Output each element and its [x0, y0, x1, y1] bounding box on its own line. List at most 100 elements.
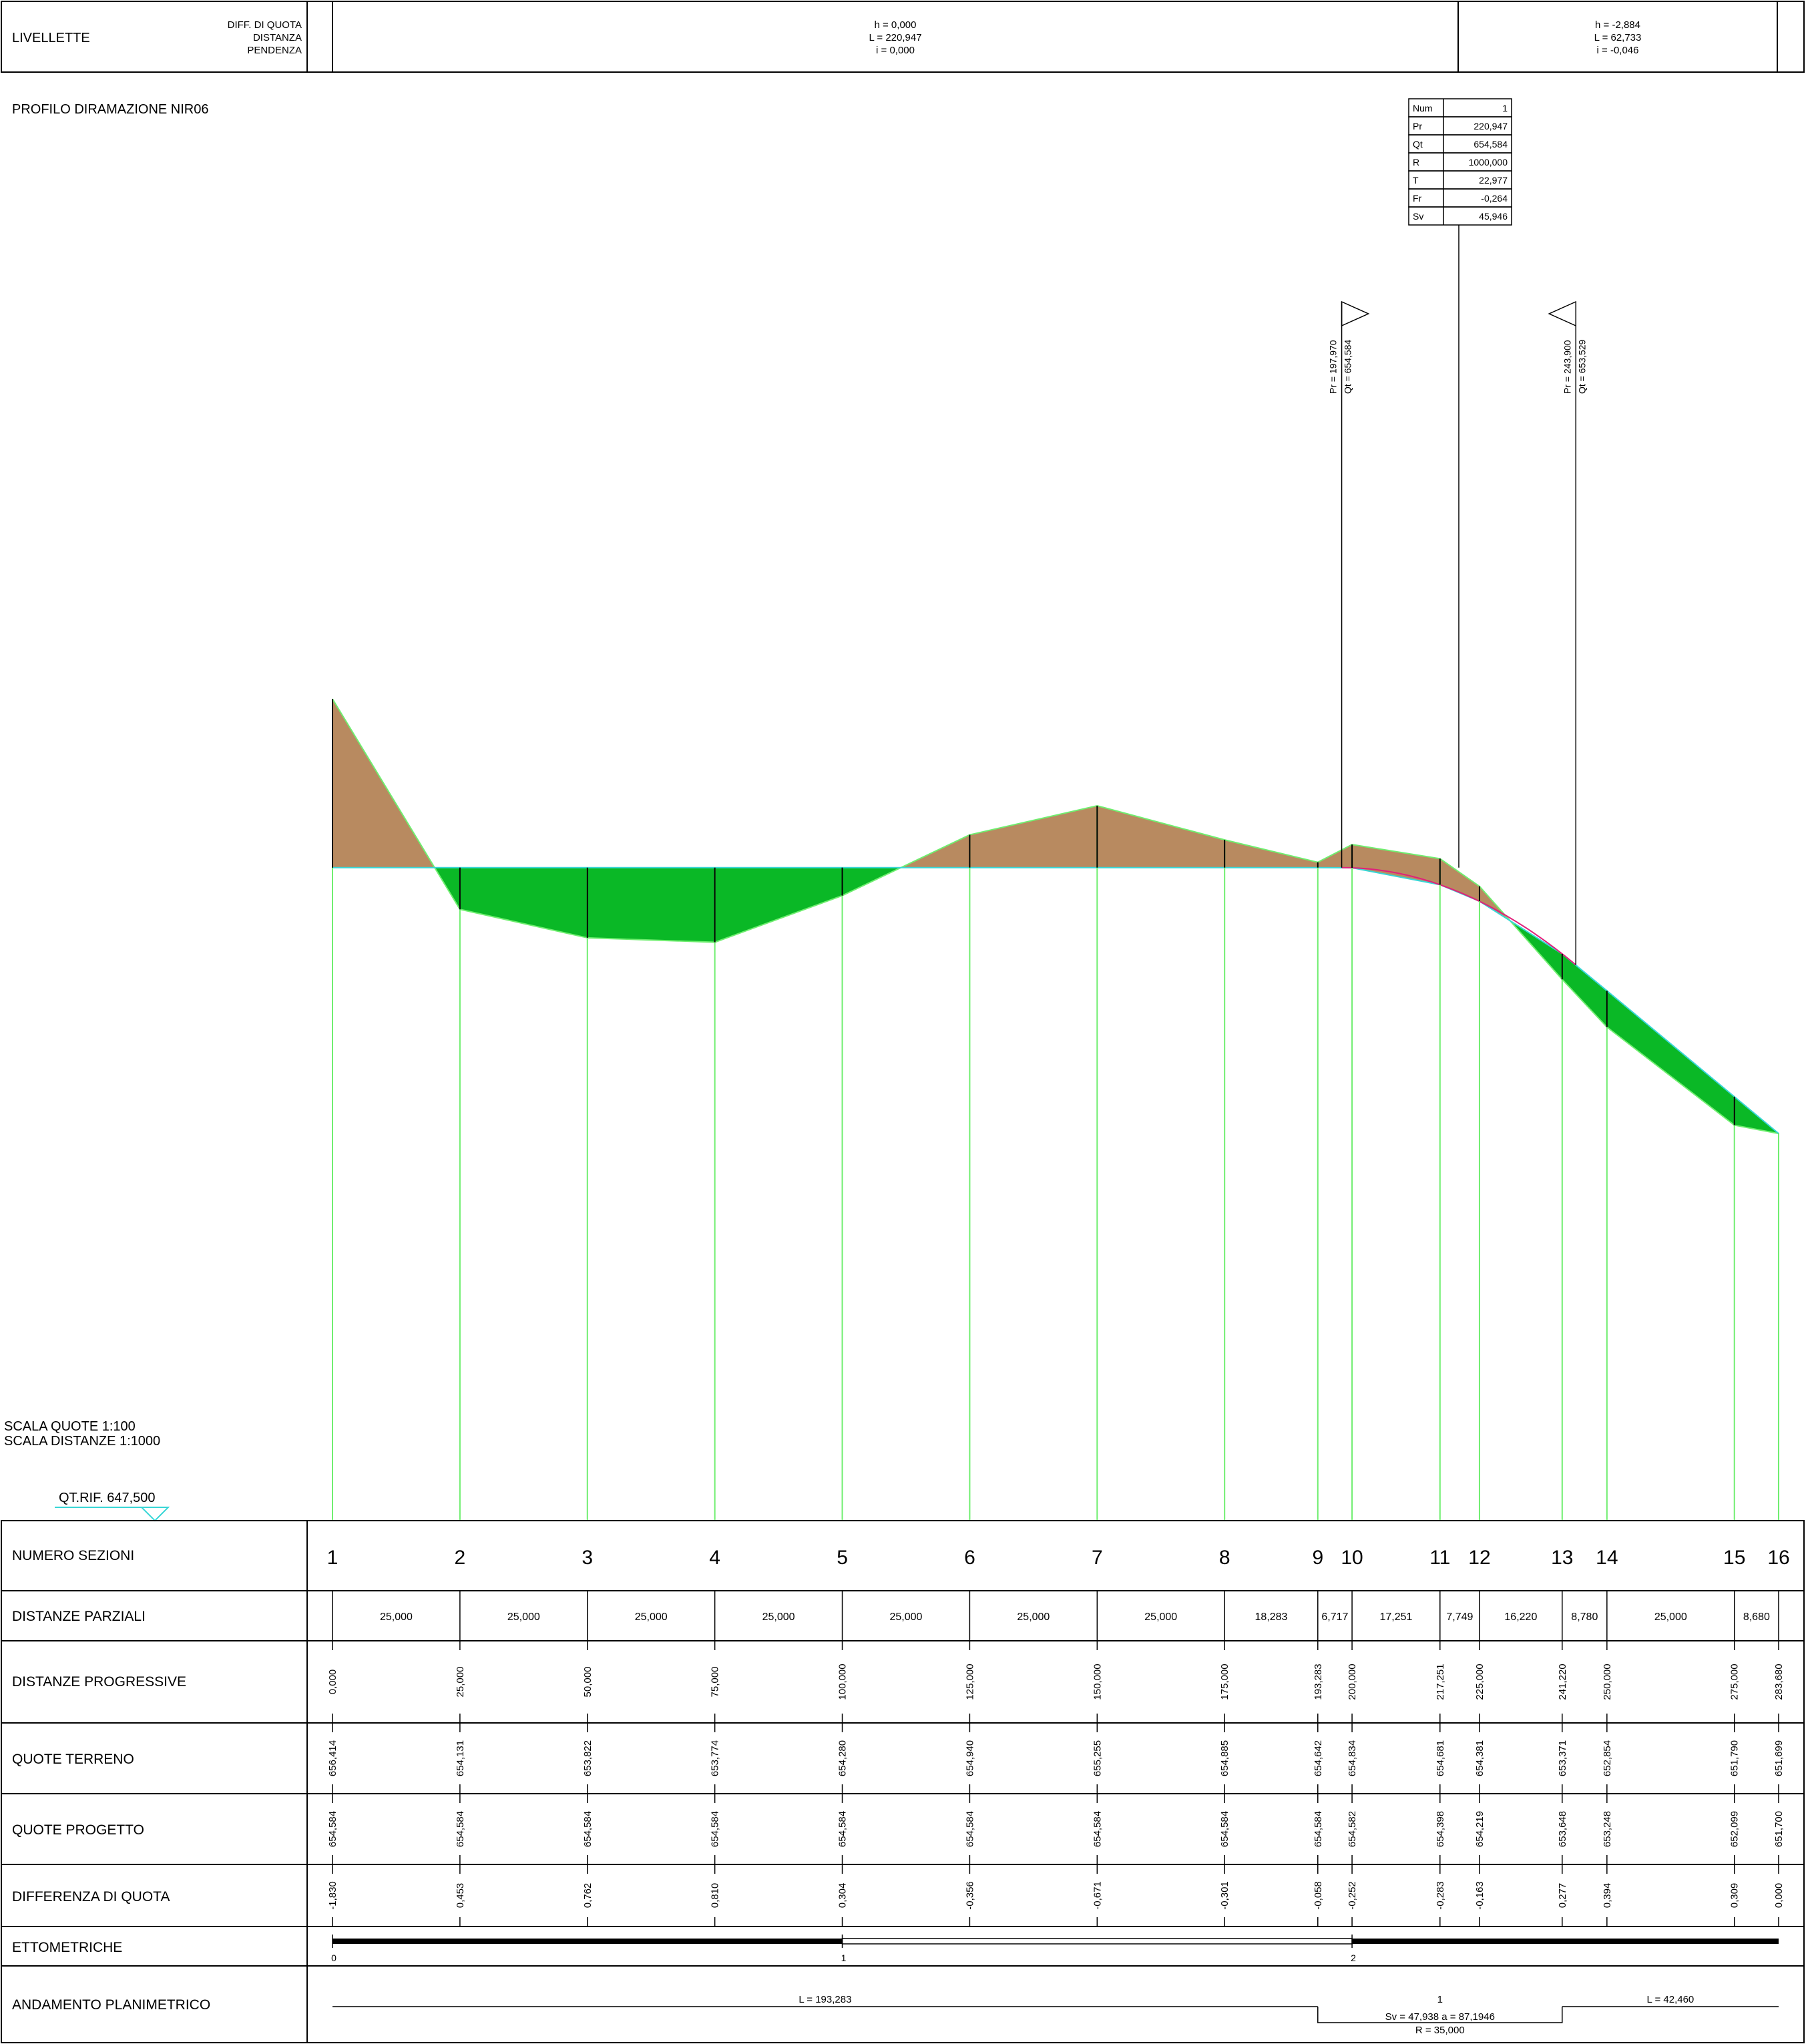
section-number: 9	[1312, 1547, 1323, 1569]
value-ground: 653,774	[710, 1740, 721, 1776]
etto-band-solid	[1352, 1939, 1779, 1944]
plan-radius: R = 35,000	[1415, 2025, 1465, 2036]
fill-area	[715, 868, 843, 943]
partial-distance: 7,749	[1446, 1611, 1473, 1623]
fill-area	[1607, 991, 1735, 1125]
partial-distance: 25,000	[380, 1611, 413, 1623]
value-diff: -0,283	[1435, 1881, 1446, 1910]
curve-table-value: 1000,000	[1469, 157, 1508, 168]
section-number: 6	[964, 1547, 975, 1569]
value-diff: -0,671	[1092, 1881, 1103, 1910]
livellette-label: LIVELLETTE	[12, 31, 90, 45]
page-title: PROFILO DIRAMAZIONE NIR06	[12, 102, 209, 117]
value-design: 654,584	[710, 1811, 721, 1847]
value-prog: 217,251	[1435, 1664, 1446, 1700]
data-table: NUMERO SEZIONI DISTANZE PARZIALI DISTANZ…	[1, 1521, 1804, 2043]
value-ground: 651,699	[1773, 1740, 1785, 1776]
vertical-curve-table: Num 1 Pr 220,947 Qt 654,584 R 1000,000 T 22,977 Fr…	[1409, 99, 1512, 868]
row-label-plan: ANDAMENTO PLANIMETRICO	[12, 1997, 210, 2013]
table-cells: 10,000656,414654,584-1,830225,000654,131…	[327, 1547, 1790, 1927]
partial-distance: 25,000	[1017, 1611, 1050, 1623]
segment-2-i: i = -0,046	[1597, 45, 1639, 56]
section-number: 7	[1092, 1547, 1103, 1569]
curve-table-value: 1	[1502, 103, 1508, 113]
etto-band-hollow	[843, 1939, 1353, 1944]
row-label-sections: NUMERO SEZIONI	[12, 1548, 134, 1563]
partial-distance: 25,000	[507, 1611, 540, 1623]
etto-label: 1	[841, 1953, 847, 1963]
value-prog: 225,000	[1474, 1664, 1486, 1700]
section-number: 16	[1767, 1547, 1789, 1569]
curve-table-key: Num	[1413, 103, 1433, 113]
row-label-ground: QUOTE TERRENO	[12, 1752, 134, 1767]
marker-triangle	[1549, 302, 1576, 326]
value-diff: 0,394	[1602, 1883, 1613, 1908]
value-prog: 241,220	[1557, 1664, 1568, 1700]
value-design: 654,398	[1435, 1811, 1446, 1847]
value-design: 654,582	[1347, 1811, 1358, 1847]
marker-qt-label: Qt = 653,529	[1576, 339, 1587, 394]
fill-area	[460, 868, 588, 938]
value-ground: 654,642	[1313, 1740, 1324, 1776]
plan-L1: L = 193,283	[799, 1994, 851, 2005]
value-ground: 653,371	[1557, 1740, 1568, 1776]
plan-L2: L = 42,460	[1647, 1994, 1694, 2005]
value-prog: 250,000	[1602, 1664, 1613, 1700]
value-diff: 0,453	[455, 1883, 466, 1908]
marker-pr-label: Pr = 243,900	[1562, 340, 1572, 394]
value-prog: 200,000	[1347, 1664, 1358, 1700]
livellette-header: LIVELLETTE DIFF. DI QUOTA DISTANZA PENDE…	[1, 1, 1804, 72]
partial-distance: 25,000	[890, 1611, 923, 1623]
ref-level-label: QT.RIF. 647,500	[59, 1491, 156, 1505]
fill-area	[588, 868, 715, 943]
marker-qt-label: Qt = 654,584	[1343, 339, 1353, 394]
value-design: 653,648	[1557, 1811, 1568, 1847]
etto-band-solid	[332, 1939, 843, 1944]
curve-table-value: 45,946	[1479, 211, 1508, 222]
value-ground: 653,822	[582, 1740, 594, 1776]
value-design: 654,584	[964, 1811, 975, 1847]
section-number: 3	[582, 1547, 593, 1569]
etto-label: 2	[1351, 1953, 1356, 1963]
partial-distance: 18,283	[1255, 1611, 1288, 1623]
partial-distance: 16,220	[1504, 1611, 1537, 1623]
value-ground: 654,834	[1347, 1740, 1358, 1776]
scale-quote-label: SCALA QUOTE 1:100	[4, 1419, 136, 1434]
segment-2-L: L = 62,733	[1594, 32, 1642, 43]
value-design: 654,219	[1474, 1811, 1486, 1847]
value-design: 654,584	[455, 1811, 466, 1847]
value-ground: 654,681	[1435, 1740, 1446, 1776]
section-number: 2	[455, 1547, 466, 1569]
scale-distanze-label: SCALA DISTANZE 1:1000	[4, 1434, 160, 1449]
value-diff: -0,163	[1474, 1881, 1486, 1910]
cut-area	[969, 806, 1097, 868]
curve-table-value: -0,264	[1481, 193, 1508, 204]
value-ground: 655,255	[1092, 1740, 1103, 1776]
segment-1-i: i = 0,000	[876, 45, 915, 56]
etto-label: 0	[331, 1953, 336, 1963]
partial-distance: 25,000	[762, 1611, 795, 1623]
curve-table-value: 22,977	[1479, 175, 1508, 186]
partial-distance: 8,780	[1571, 1611, 1598, 1623]
value-ground: 651,790	[1729, 1740, 1741, 1776]
segment-2-h: h = -2,884	[1595, 19, 1640, 31]
section-number: 10	[1341, 1547, 1363, 1569]
value-diff: 0,309	[1729, 1883, 1741, 1908]
value-diff: -1,830	[327, 1881, 338, 1910]
value-ground: 652,854	[1602, 1740, 1613, 1776]
value-prog: 0,000	[327, 1670, 338, 1695]
value-prog: 175,000	[1219, 1664, 1230, 1700]
value-design: 654,584	[1313, 1811, 1324, 1847]
andamento-planimetrico: L = 193,283 1 Sv = 47,938 a = 87,1946 R = 3…	[332, 1994, 1779, 2036]
value-prog: 275,000	[1729, 1664, 1741, 1700]
value-prog: 283,680	[1773, 1664, 1785, 1700]
livellette-sublabel-diff: DIFF. DI QUOTA	[228, 19, 302, 31]
curve-table-key: Fr	[1413, 193, 1422, 204]
row-label-difference: DIFFERENZA DI QUOTA	[12, 1889, 170, 1904]
value-diff: -0,058	[1313, 1881, 1324, 1910]
value-ground: 654,131	[455, 1740, 466, 1776]
value-prog: 150,000	[1092, 1664, 1103, 1700]
row-label-progressive: DISTANZE PROGRESSIVE	[12, 1674, 186, 1690]
value-design: 654,584	[582, 1811, 594, 1847]
value-design: 654,584	[837, 1811, 849, 1847]
